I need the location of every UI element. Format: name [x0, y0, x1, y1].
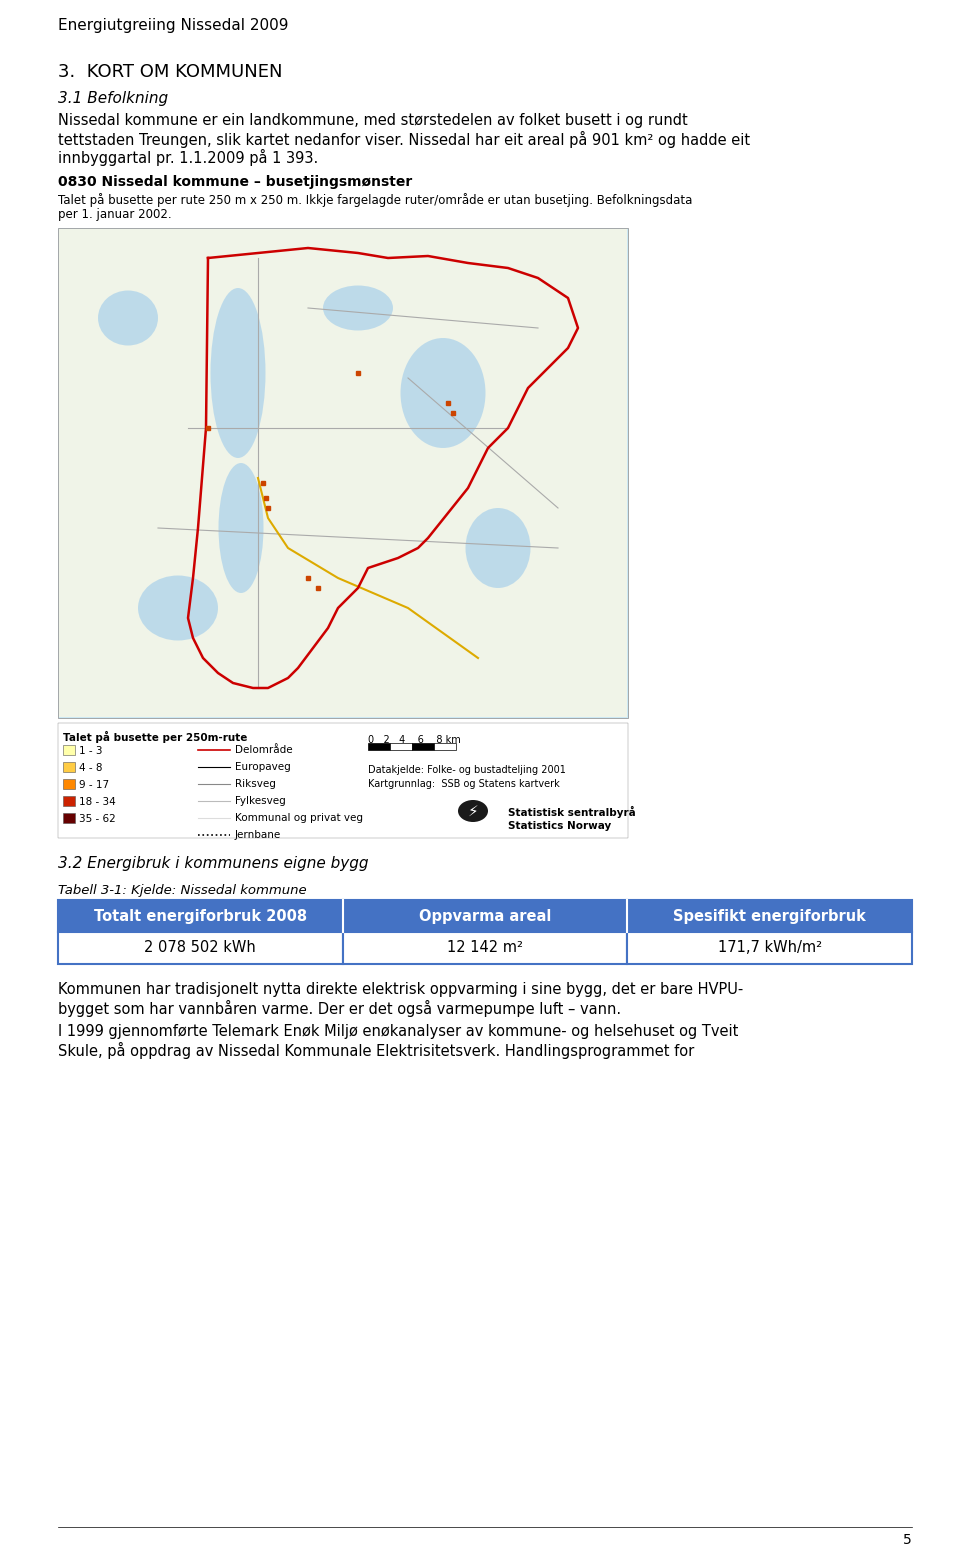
Text: Kommunal og privat veg: Kommunal og privat veg — [235, 814, 363, 823]
Text: 0830 Nissedal kommune – busetjingsmønster: 0830 Nissedal kommune – busetjingsmønste… — [58, 175, 412, 189]
Text: per 1. januar 2002.: per 1. januar 2002. — [58, 207, 172, 221]
Text: Jernbane: Jernbane — [235, 831, 281, 840]
Ellipse shape — [408, 353, 488, 453]
Bar — [58, 931, 343, 964]
Ellipse shape — [400, 337, 486, 449]
Bar — [58, 900, 343, 931]
Ellipse shape — [208, 308, 268, 469]
Text: 35 - 62: 35 - 62 — [79, 814, 116, 825]
Ellipse shape — [210, 288, 266, 458]
Ellipse shape — [219, 463, 263, 593]
Text: 171,7 kWh/m²: 171,7 kWh/m² — [718, 941, 822, 956]
Text: 3.  KORT OM KOMMUNEN: 3. KORT OM KOMMUNEN — [58, 63, 282, 80]
Text: 3.2 Energibruk i kommunens eigne bygg: 3.2 Energibruk i kommunens eigne bygg — [58, 855, 369, 871]
Text: Skule, på oppdrag av Nissedal Kommunale Elektrisitetsverk. Handlingsprogrammet f: Skule, på oppdrag av Nissedal Kommunale … — [58, 1043, 694, 1060]
Text: 5: 5 — [903, 1533, 912, 1547]
Text: 3.1 Befolkning: 3.1 Befolkning — [58, 91, 168, 107]
Text: Spesifikt energiforbruk: Spesifikt energiforbruk — [673, 908, 866, 924]
Bar — [343, 900, 627, 931]
Text: tettstaden Treungen, slik kartet nedanfor viser. Nissedal har eit areal på 901 k: tettstaden Treungen, slik kartet nedanfo… — [58, 131, 750, 149]
Text: Kommunen har tradisjonelt nytta direkte elektrisk oppvarming i sine bygg, det er: Kommunen har tradisjonelt nytta direkte … — [58, 982, 743, 996]
Text: Talet på busette per rute 250 m x 250 m. Ikkje fargelagde ruter/område er utan b: Talet på busette per rute 250 m x 250 m.… — [58, 193, 692, 207]
Bar — [59, 229, 627, 716]
Text: Totalt energiforbruk 2008: Totalt energiforbruk 2008 — [94, 908, 307, 924]
Bar — [63, 780, 75, 789]
Bar — [58, 722, 628, 838]
Text: 4 - 8: 4 - 8 — [79, 763, 103, 774]
Text: Datakjelde: Folke- og bustadteljing 2001
Kartgrunnlag:  SSB og Statens kartverk: Datakjelde: Folke- og bustadteljing 2001… — [368, 766, 565, 789]
Ellipse shape — [98, 291, 158, 345]
Bar — [627, 900, 912, 931]
Text: 12 142 m²: 12 142 m² — [447, 941, 523, 956]
Text: 1 - 3: 1 - 3 — [79, 746, 103, 756]
Bar — [63, 746, 75, 755]
Text: 9 - 17: 9 - 17 — [79, 780, 109, 791]
Bar — [412, 743, 434, 750]
Bar — [368, 743, 390, 750]
Ellipse shape — [458, 800, 488, 821]
Text: Fylkesveg: Fylkesveg — [235, 797, 286, 806]
Bar — [63, 797, 75, 806]
Text: Statistisk sentralbyrå
Statistics Norway: Statistisk sentralbyrå Statistics Norway — [508, 806, 636, 831]
Text: ⚡: ⚡ — [468, 803, 478, 818]
Ellipse shape — [323, 286, 393, 331]
Text: Energiutgreiing Nissedal 2009: Energiutgreiing Nissedal 2009 — [58, 19, 289, 32]
Ellipse shape — [466, 507, 531, 588]
Text: Tabell 3-1: Kjelde: Nissedal kommune: Tabell 3-1: Kjelde: Nissedal kommune — [58, 883, 306, 897]
Text: Riksveg: Riksveg — [235, 780, 276, 789]
Ellipse shape — [138, 575, 218, 640]
Text: bygget som har vannbåren varme. Der er det også varmepumpe luft – vann.: bygget som har vannbåren varme. Der er d… — [58, 999, 621, 1016]
Text: Delområde: Delområde — [235, 746, 293, 755]
Text: 2 078 502 kWh: 2 078 502 kWh — [144, 941, 256, 956]
Bar — [390, 743, 412, 750]
Text: Europaveg: Europaveg — [235, 763, 291, 772]
Text: 18 - 34: 18 - 34 — [79, 797, 116, 808]
Text: Nissedal kommune er ein landkommune, med størstedelen av folket busett i og rund: Nissedal kommune er ein landkommune, med… — [58, 113, 687, 128]
Text: Oppvarma areal: Oppvarma areal — [419, 908, 551, 924]
Text: I 1999 gjennomførte Telemark Enøk Miljø enøkanalyser av kommune- og helsehuset o: I 1999 gjennomførte Telemark Enøk Miljø … — [58, 1024, 738, 1040]
Ellipse shape — [218, 498, 268, 617]
Bar — [343, 931, 627, 964]
Bar — [58, 227, 628, 718]
Text: Talet på busette per 250m-rute: Talet på busette per 250m-rute — [63, 732, 248, 743]
Text: innbyggartal pr. 1.1.2009 på 1 393.: innbyggartal pr. 1.1.2009 på 1 393. — [58, 149, 319, 166]
Bar — [627, 931, 912, 964]
Bar — [63, 763, 75, 772]
Bar — [434, 743, 456, 750]
Bar — [63, 814, 75, 823]
Text: 0   2   4    6    8 km: 0 2 4 6 8 km — [368, 735, 461, 746]
